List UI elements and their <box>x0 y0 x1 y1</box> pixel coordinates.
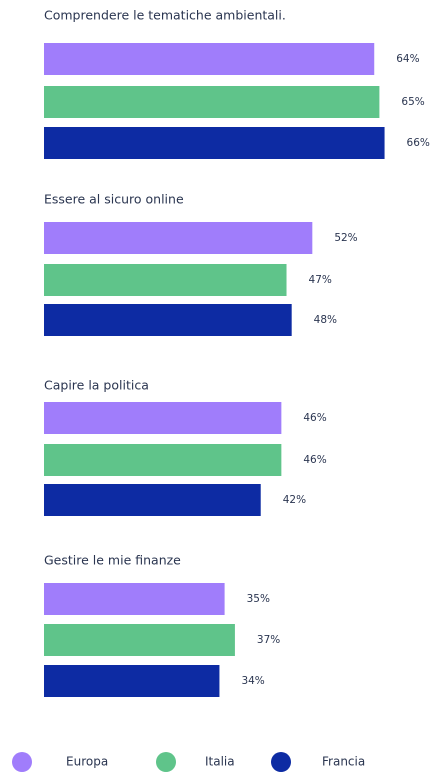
chart-groups: Comprendere le tematiche ambientali. 64% 6… <box>44 8 430 697</box>
value-label: 42% <box>283 494 306 506</box>
legend-item-francia: Francia <box>271 752 365 772</box>
category-label: Capire la politica <box>44 378 149 393</box>
value-label: 48% <box>314 314 337 326</box>
bar-francia <box>44 484 261 516</box>
legend-label: Italia <box>205 755 235 769</box>
bar-europa <box>44 583 225 615</box>
bar-italia <box>44 444 282 476</box>
bar-francia <box>44 665 220 697</box>
bar-francia <box>44 127 385 159</box>
bar-group: Capire la politica 46% 46% 42% <box>44 378 327 516</box>
bar-italia <box>44 624 235 656</box>
value-label: 35% <box>247 593 270 605</box>
bar-europa <box>44 43 375 75</box>
chart-legend: Europa Italia Francia <box>12 752 365 772</box>
category-label: Essere al sicuro online <box>44 192 184 207</box>
value-label: 47% <box>309 274 332 286</box>
bar-group: Gestire le mie finanze 35% 37% 34% <box>44 553 280 697</box>
category-label: Gestire le mie finanze <box>44 553 181 568</box>
legend-label: Europa <box>66 755 108 769</box>
value-label: 46% <box>303 454 326 466</box>
bar-europa <box>44 222 313 254</box>
legend-swatch <box>12 752 32 772</box>
category-label: Comprendere le tematiche ambientali. <box>44 8 286 23</box>
bar-italia <box>44 86 380 118</box>
value-label: 37% <box>257 634 280 646</box>
bar-group: Comprendere le tematiche ambientali. 64% 6… <box>44 8 430 159</box>
legend-swatch <box>156 752 176 772</box>
legend-item-europa: Europa <box>12 752 108 772</box>
legend-item-italia: Italia <box>156 752 235 772</box>
value-label: 66% <box>407 137 430 149</box>
bar-francia <box>44 304 292 336</box>
value-label: 34% <box>241 675 264 687</box>
bar-europa <box>44 402 282 434</box>
value-label: 64% <box>396 53 419 65</box>
value-label: 46% <box>303 412 326 424</box>
value-label: 52% <box>334 232 357 244</box>
value-label: 65% <box>401 96 424 108</box>
bar-group: Essere al sicuro online 52% 47% 48% <box>44 192 358 336</box>
legend-swatch <box>271 752 291 772</box>
bar-italia <box>44 264 287 296</box>
legend-label: Francia <box>322 755 365 769</box>
